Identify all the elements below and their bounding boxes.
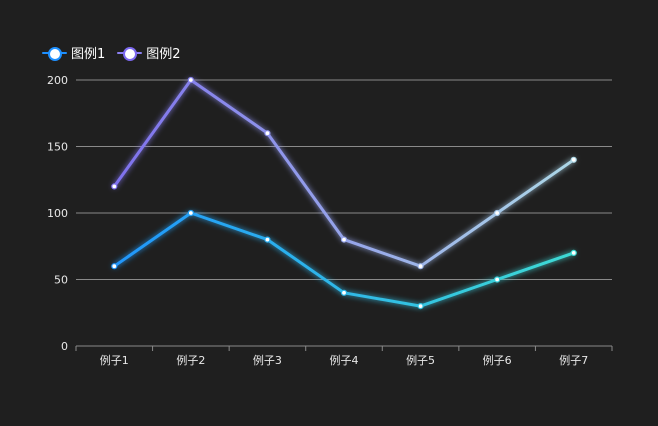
data-point-series-1[interactable] [340, 289, 348, 296]
x-tick-label: 例子1 [100, 353, 129, 367]
data-point-series-2[interactable] [494, 209, 501, 217]
legend-item-series-2[interactable]: 图例2 [117, 43, 181, 62]
x-tick-label: 例子7 [559, 353, 588, 367]
data-point-series-2[interactable] [264, 130, 271, 137]
legend-swatch-series-2 [117, 46, 143, 61]
y-tick-label: 100 [47, 207, 68, 220]
data-point-series-2[interactable] [417, 263, 424, 270]
data-point-series-1[interactable] [264, 236, 271, 243]
y-tick-label: 0 [61, 340, 68, 353]
x-tick-label: 例子4 [330, 353, 359, 367]
y-tick-label: 50 [54, 274, 68, 287]
data-point-series-2[interactable] [570, 156, 577, 163]
series-layer [111, 76, 577, 310]
data-point-series-2[interactable] [340, 236, 348, 243]
axis-layer: 0 50 100 150 200 例子1 例子2 例子3 例子4 例子5 例子6 例子7 [47, 74, 613, 367]
data-point-series-1[interactable] [570, 249, 577, 256]
legend-label-series-1: 图例1 [71, 47, 106, 62]
x-tick-label: 例子5 [406, 353, 435, 367]
data-point-series-1[interactable] [187, 209, 194, 217]
data-point-series-2[interactable] [187, 76, 194, 84]
grid-layer [76, 79, 612, 280]
legend-marker-series-2 [123, 46, 138, 61]
y-tick-label: 150 [47, 141, 68, 154]
data-point-series-1[interactable] [417, 303, 424, 310]
chart-legend: 图例1 图例2 [42, 43, 181, 62]
data-point-series-2[interactable] [111, 183, 118, 190]
legend-swatch-series-1 [42, 46, 67, 61]
legend-label-series-2: 图例2 [146, 47, 181, 62]
x-tick-label: 例子2 [176, 353, 205, 367]
data-point-series-1[interactable] [494, 276, 501, 283]
legend-item-series-1[interactable]: 图例1 [42, 43, 105, 62]
x-tick-label: 例子3 [253, 353, 282, 367]
legend-marker-series-1 [48, 46, 62, 61]
x-tick-label: 例子6 [483, 353, 512, 367]
data-point-series-1[interactable] [111, 263, 118, 270]
y-tick-label: 200 [47, 74, 68, 87]
